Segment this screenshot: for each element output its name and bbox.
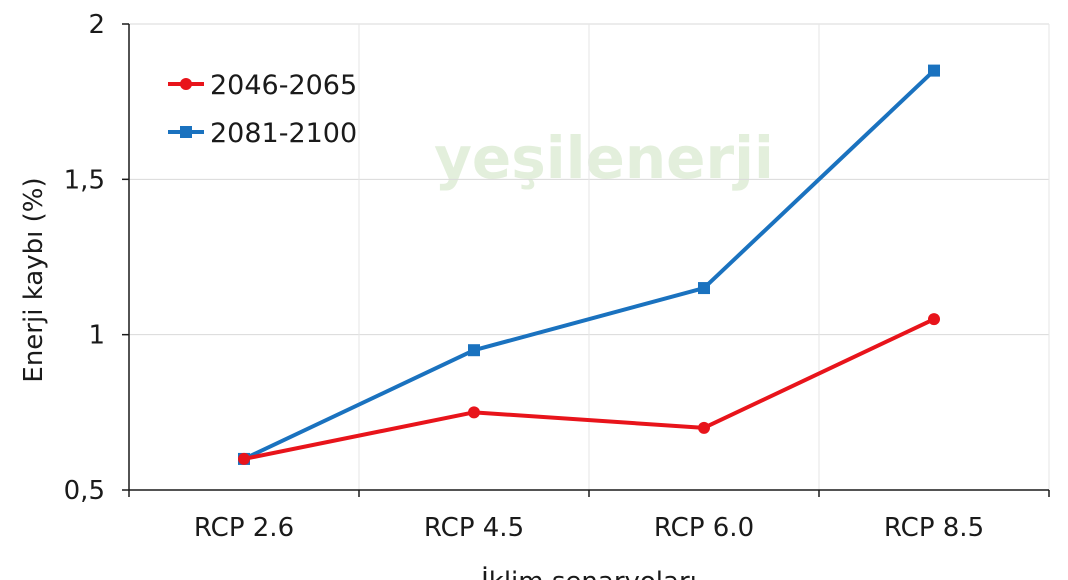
- series-line-2046-2065: [243, 317, 935, 461]
- watermark: yeşilenerji: [434, 124, 774, 192]
- y-tick-label: 1,5: [64, 165, 105, 195]
- y-tick-label: 2: [88, 10, 105, 40]
- legend-marker-circle: [180, 78, 192, 90]
- x-tick-label: RCP 2.6: [194, 513, 294, 543]
- series-line-2081-2100: [243, 69, 936, 461]
- x-tick-label: RCP 6.0: [654, 513, 754, 543]
- data-point-square: [698, 282, 710, 295]
- axes: 0,5 1 1,5 2 RCP 2.6 RCP 4.5 RCP 6.0 RCP 8.5: [64, 10, 1050, 543]
- y-tick-label: 0,5: [64, 476, 105, 506]
- x-tick-label: RCP 8.5: [884, 513, 984, 543]
- legend-label: 2046-2065: [210, 70, 357, 101]
- data-point-square: [468, 344, 480, 357]
- watermark-text: yeşilenerji: [434, 124, 774, 192]
- legend-label: 2081-2100: [210, 118, 357, 149]
- legend-marker-square: [180, 126, 192, 138]
- legend: 2046-2065 2081-2100: [168, 70, 357, 149]
- series-layer: [238, 64, 940, 465]
- y-tick-label: 1: [88, 321, 105, 351]
- data-point-square: [928, 64, 940, 77]
- x-tick-label: RCP 4.5: [424, 513, 524, 543]
- data-point-circle: [698, 421, 710, 434]
- x-axis-title: İklim senaryoları: [481, 565, 697, 580]
- data-point-circle: [468, 406, 480, 419]
- y-axis-title: Enerji kaybı (%): [19, 177, 49, 382]
- data-point-circle: [928, 313, 940, 326]
- data-point-circle: [238, 452, 250, 465]
